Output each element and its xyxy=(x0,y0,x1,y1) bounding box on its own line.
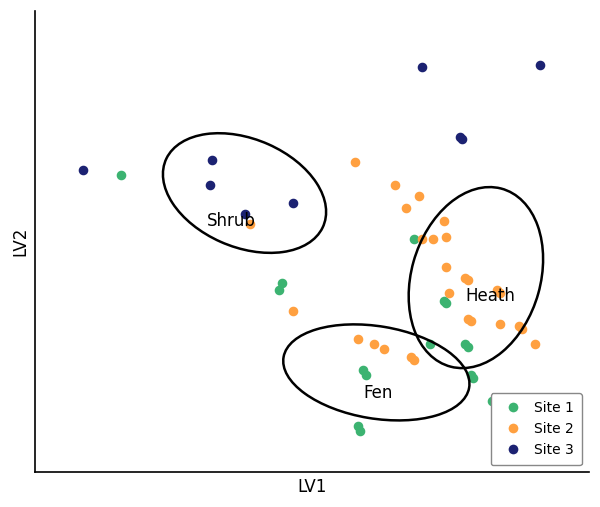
Point xyxy=(463,276,473,284)
Point xyxy=(517,325,526,333)
Point xyxy=(415,192,424,200)
Point xyxy=(407,353,416,361)
Point xyxy=(208,156,217,164)
Point xyxy=(536,61,545,69)
Point xyxy=(460,274,470,282)
Point xyxy=(417,63,427,71)
Point xyxy=(358,366,368,374)
Point xyxy=(493,286,502,295)
Point xyxy=(466,317,475,325)
Legend: Site 1, Site 2, Site 3: Site 1, Site 2, Site 3 xyxy=(491,393,582,465)
Text: Fen: Fen xyxy=(363,384,392,402)
Point xyxy=(514,322,524,331)
Point xyxy=(466,371,475,379)
Point xyxy=(369,340,379,348)
Point xyxy=(463,314,473,322)
Text: Shrub: Shrub xyxy=(207,212,256,230)
Point xyxy=(353,335,362,343)
Point xyxy=(463,343,473,351)
Point xyxy=(469,374,478,382)
Point xyxy=(490,399,500,407)
Point xyxy=(530,340,540,348)
Point xyxy=(409,235,419,243)
Point xyxy=(425,340,435,348)
Point xyxy=(380,345,389,353)
Y-axis label: LV2: LV2 xyxy=(11,227,29,257)
Point xyxy=(116,171,125,179)
Point xyxy=(439,297,448,305)
Point xyxy=(496,289,505,297)
Point xyxy=(442,233,451,241)
Point xyxy=(277,279,287,287)
Point xyxy=(439,217,448,225)
Point xyxy=(460,340,470,348)
Point xyxy=(442,299,451,307)
Point xyxy=(353,422,362,430)
Point xyxy=(487,396,497,405)
Point xyxy=(442,263,451,271)
Point xyxy=(350,158,359,166)
Point xyxy=(444,289,454,297)
Point xyxy=(288,199,298,207)
Point xyxy=(288,307,298,315)
Point xyxy=(78,166,88,174)
Point xyxy=(205,182,214,190)
Point xyxy=(391,182,400,190)
Point xyxy=(458,135,467,143)
Point xyxy=(245,220,254,228)
X-axis label: LV1: LV1 xyxy=(297,478,326,496)
Point xyxy=(355,427,365,436)
Point xyxy=(275,286,284,295)
Point xyxy=(361,371,370,379)
Point xyxy=(409,355,419,364)
Point xyxy=(240,209,250,218)
Point xyxy=(455,133,464,141)
Point xyxy=(417,235,427,243)
Point xyxy=(401,204,411,212)
Point xyxy=(496,319,505,328)
Text: Heath: Heath xyxy=(465,286,515,305)
Point xyxy=(428,235,437,243)
